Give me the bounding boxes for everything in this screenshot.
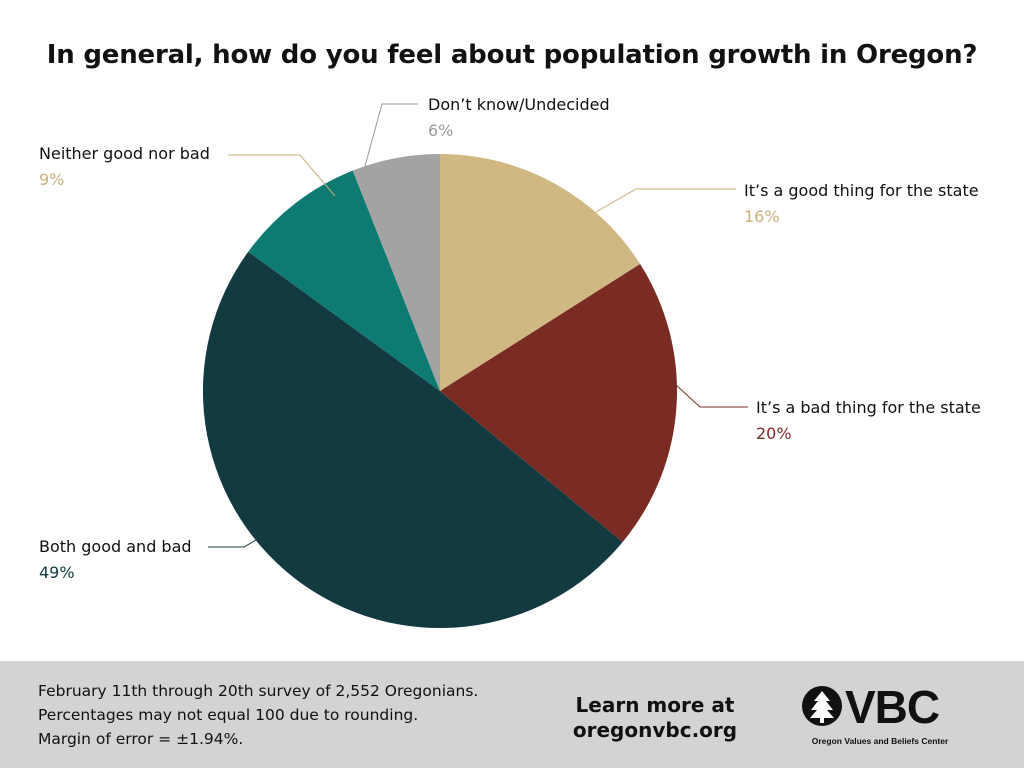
pie-slice <box>248 170 440 391</box>
footer-bar: February 11th through 20th survey of 2,5… <box>0 661 1024 768</box>
leader-lines <box>208 103 748 548</box>
slice-label: Don’t know/Undecided <box>428 95 610 114</box>
slice-value-label: 6% <box>428 121 453 140</box>
pie-chart: It’s a good thing for the state 16% It’s a… <box>39 95 981 629</box>
leader-line <box>208 539 257 548</box>
learn-more: Learn more at oregonvbc.org <box>560 693 750 743</box>
slice-label: It’s a good thing for the state <box>744 181 979 200</box>
learn-more-url[interactable]: oregonvbc.org <box>572 718 738 742</box>
slice-value-label: 16% <box>744 207 780 226</box>
pie-slice <box>440 264 678 543</box>
chart-title: In general, how do you feel about popula… <box>46 40 978 70</box>
slice-label: It’s a bad thing for the state <box>756 398 981 417</box>
logo-wordmark: VBC <box>845 681 940 733</box>
vbc-logo: VBC Oregon Values and Beliefs Center <box>800 681 960 754</box>
logo-subtitle: Oregon Values and Beliefs Center <box>811 736 949 746</box>
pie-slice <box>352 154 440 391</box>
leader-line <box>595 188 736 213</box>
slice-value-label: 20% <box>756 424 792 443</box>
slice-value-label: 49% <box>39 563 75 582</box>
footnote-sample: February 11th through 20th survey of 2,5… <box>38 682 479 700</box>
slice-label: Neither good nor bad <box>39 144 210 163</box>
learn-more-text: Learn more at <box>575 693 735 717</box>
pie-slice <box>202 251 623 629</box>
leader-line <box>228 154 336 197</box>
pie-slice <box>440 154 641 391</box>
footnote-rounding: Percentages may not equal 100 due to rou… <box>38 706 419 724</box>
slice-value-label: 9% <box>39 170 64 189</box>
footnotes: February 11th through 20th survey of 2,5… <box>38 679 478 751</box>
pie-slices <box>202 154 678 629</box>
leader-line <box>675 384 748 408</box>
slice-labels: It’s a good thing for the state 16% It’s a… <box>39 95 981 582</box>
tree-icon <box>802 686 842 726</box>
footnote-margin: Margin of error = ±1.94%. <box>38 730 244 748</box>
slice-label: Both good and bad <box>39 537 192 556</box>
leader-line <box>364 103 418 167</box>
